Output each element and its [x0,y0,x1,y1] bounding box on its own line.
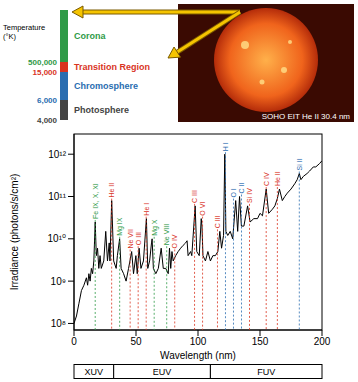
svg-text:O VI: O VI [199,202,206,216]
svg-text:SOHO EIT He II 30.4 nm: SOHO EIT He II 30.4 nm [262,112,351,121]
svg-text:Chromosphere: Chromosphere [74,81,138,91]
svg-text:10¹¹: 10¹¹ [48,191,66,202]
svg-text:O III: O III [135,232,142,245]
svg-text:10⁹: 10⁹ [51,276,66,287]
svg-text:C III: C III [191,190,198,203]
svg-text:Mg IX: Mg IX [116,217,124,236]
svg-text:50: 50 [130,336,142,347]
svg-text:200: 200 [314,336,331,347]
svg-text:Irradiance (photons/s/cm²): Irradiance (photons/s/cm²) [9,174,20,291]
svg-text:Mg X: Mg X [151,219,159,236]
svg-text:100: 100 [190,336,207,347]
svg-text:Si IV: Si IV [246,188,253,203]
svg-text:Temperature: Temperature [3,23,45,32]
svg-text:C IV: C IV [263,172,270,186]
svg-text:Si II: Si II [296,158,303,170]
svg-text:Wavelength (nm): Wavelength (nm) [160,350,236,361]
svg-text:15,000: 15,000 [33,68,58,77]
svg-text:He II: He II [274,171,281,186]
svg-text:Corona: Corona [74,31,106,41]
svg-text:C II: C II [238,183,245,194]
svg-text:H I: H I [222,142,229,151]
svg-text:Ne VIII: Ne VIII [163,224,170,245]
svg-text:FUV: FUV [257,367,275,377]
svg-text:Transition Region: Transition Region [74,62,150,72]
svg-text:4,000: 4,000 [37,116,58,125]
svg-text:He I: He I [143,203,150,216]
svg-text:150: 150 [252,336,269,347]
svg-text:0: 0 [71,336,77,347]
svg-text:Fe IX, X, XI: Fe IX, X, XI [92,183,99,219]
svg-text:(°K): (°K) [3,32,16,41]
svg-text:O I: O I [230,188,237,197]
svg-text:6,000: 6,000 [37,96,58,105]
svg-text:10⁸: 10⁸ [51,318,66,329]
svg-text:Photosphere: Photosphere [74,105,129,115]
svg-text:EUV: EUV [153,367,172,377]
svg-text:Ne VII: Ne VII [127,229,134,249]
svg-text:O IV: O IV [171,234,178,248]
svg-text:500,000: 500,000 [28,58,57,67]
svg-text:C III: C III [214,215,221,228]
svg-text:10¹⁰: 10¹⁰ [48,233,66,244]
svg-text:He II: He II [108,183,115,198]
svg-text:XUV: XUV [85,367,104,377]
svg-text:10¹²: 10¹² [48,149,66,160]
